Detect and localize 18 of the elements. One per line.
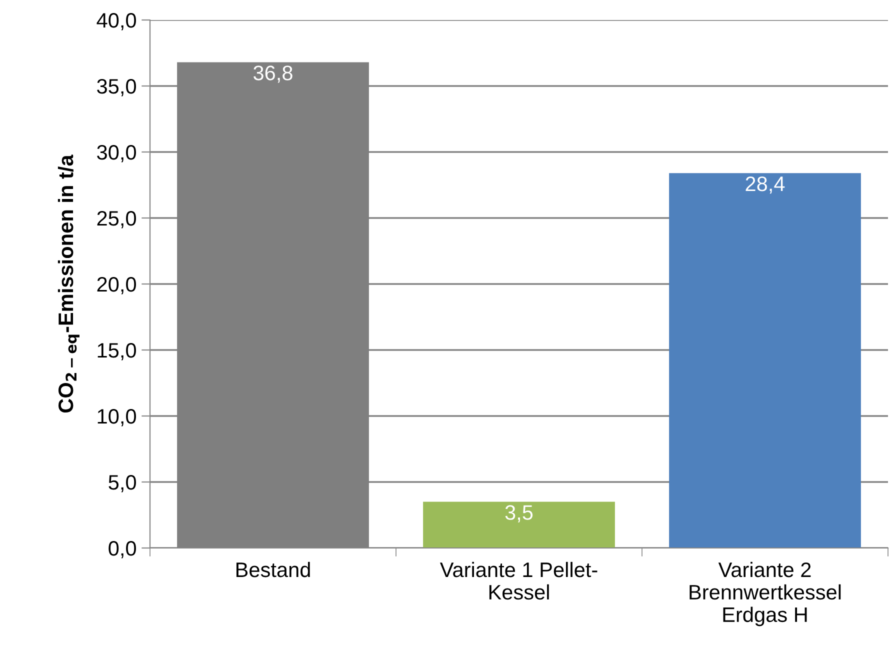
y-tick-label: 15,0	[98, 343, 136, 360]
y-tick-label: 25,0	[97, 211, 136, 228]
bar	[423, 502, 615, 548]
x-tick-label: Variante 1 Pellet-Kessel	[440, 562, 598, 600]
x-tick-label: Variante 2 Brennwertkessel Erdgas H	[690, 562, 841, 626]
y-tick-label: 5,0	[108, 475, 136, 492]
y-tick-label: 10,0	[98, 409, 136, 426]
data-label: 3,5	[505, 505, 533, 522]
x-tick-label: Bestand	[236, 562, 310, 578]
y-tick-label: 0,0	[108, 541, 136, 558]
data-label: 36,8	[254, 66, 292, 83]
y-axis-title: CO$_{2−eq}$-Emissionen in t/a	[58, 154, 80, 413]
y-tick-label: 35,0	[97, 79, 136, 96]
data-label: 28,4	[746, 176, 785, 194]
y-tick-label: 20,0	[97, 277, 136, 294]
y-tick-label: 30,0	[97, 145, 136, 162]
y-tick-label: 40,0	[96, 13, 136, 30]
bar	[669, 173, 861, 548]
